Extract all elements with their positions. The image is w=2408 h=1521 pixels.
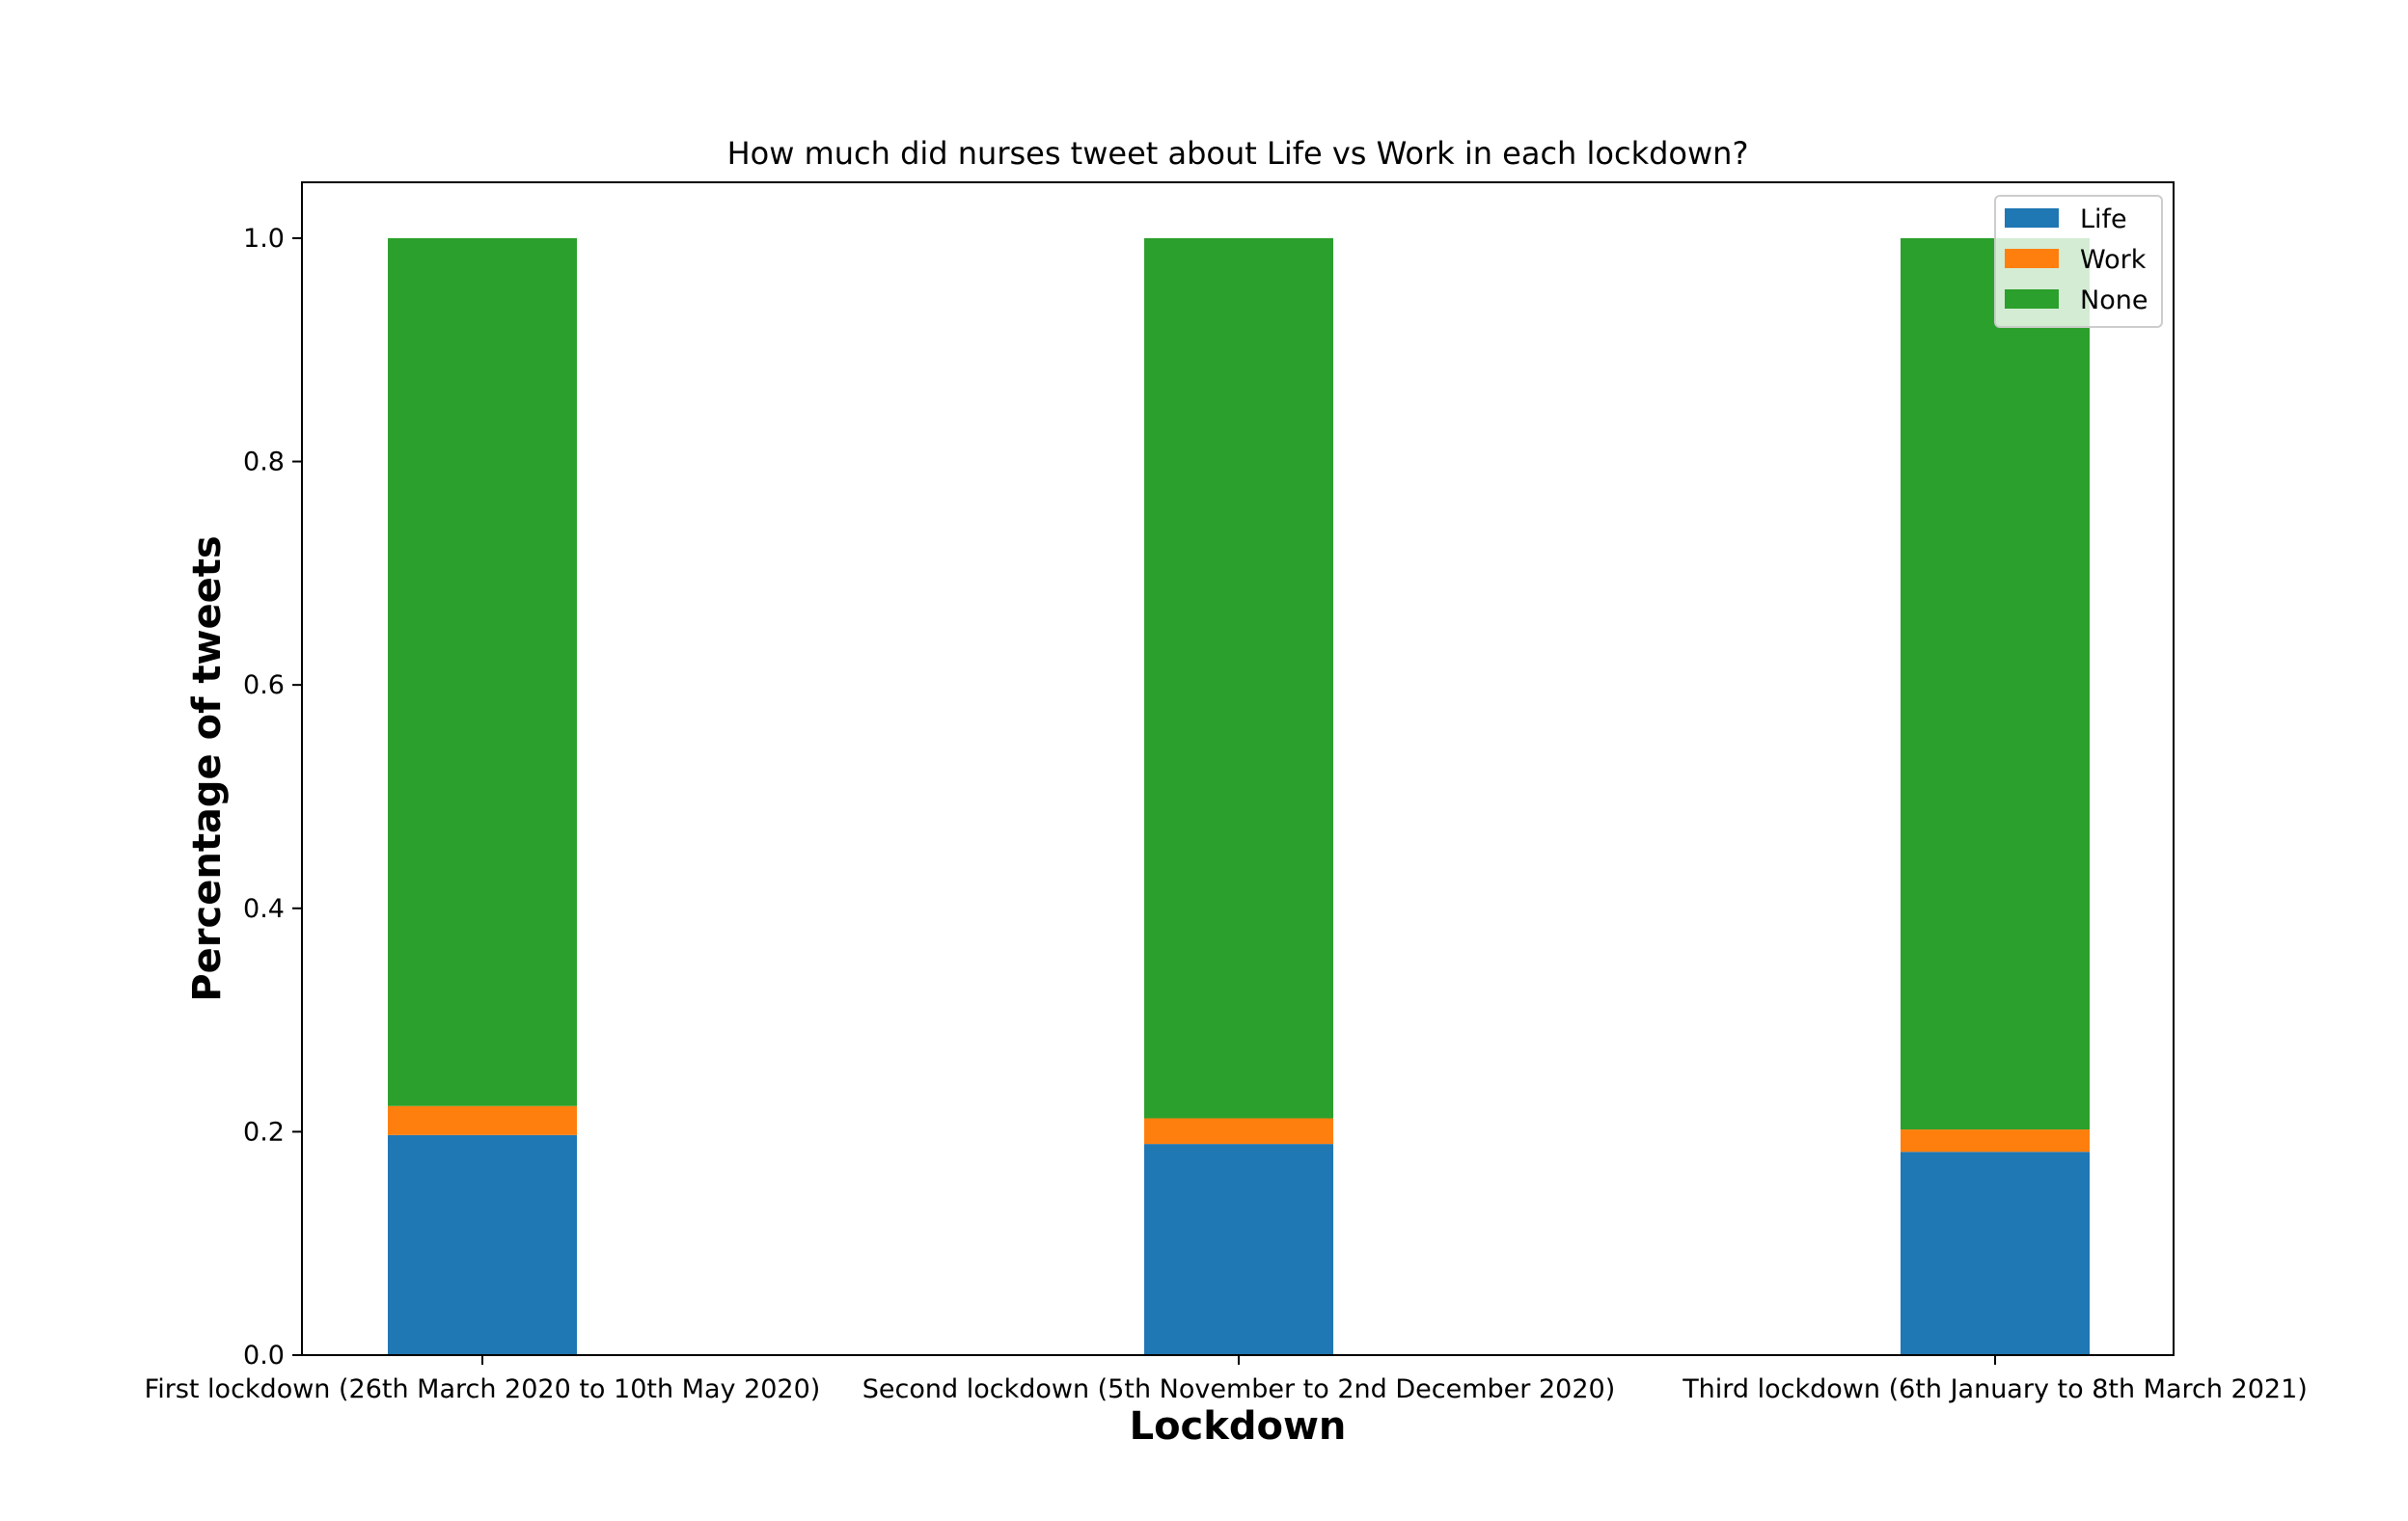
x-tick-label: Third lockdown (6th January to 8th March… [1682, 1374, 2308, 1404]
x-tick-label: Second lockdown (5th November to 2nd Dec… [862, 1374, 1615, 1404]
legend-label-none: None [2080, 285, 2148, 315]
y-axis-label: Percentage of tweets [185, 535, 230, 1001]
bar-work-3 [1901, 1129, 2090, 1153]
bar-none-1 [388, 237, 577, 1106]
bar-work-2 [1144, 1118, 1333, 1145]
chart-title: How much did nurses tweet about Life vs … [727, 135, 1749, 172]
legend-swatch-life [2005, 208, 2059, 228]
bar-none-3 [1901, 237, 2090, 1130]
bars-layer [388, 237, 2090, 1355]
y-tick-label: 0.0 [243, 1341, 285, 1371]
x-tick-label: First lockdown (26th March 2020 to 10th … [145, 1374, 821, 1404]
plot-frame [301, 181, 2175, 1356]
bar-life-1 [388, 1134, 577, 1355]
x-axis-label: Lockdown [1130, 1404, 1347, 1449]
legend-label-life: Life [2080, 204, 2127, 234]
y-tick-label: 1.0 [243, 224, 285, 254]
bar-none-2 [1144, 237, 1333, 1119]
y-tick-label: 0.6 [243, 670, 285, 700]
bar-work-1 [388, 1105, 577, 1135]
legend-swatch-work [2005, 249, 2059, 268]
legend-swatch-none [2005, 289, 2059, 309]
y-axis-ticks: 0.0 0.2 0.4 0.6 0.8 1.0 [243, 224, 302, 1371]
y-tick-label: 0.4 [243, 894, 285, 924]
bar-life-2 [1144, 1144, 1333, 1355]
y-tick-label: 0.8 [243, 448, 285, 477]
chart-legend: Life Work None [1994, 195, 2163, 328]
bar-life-3 [1901, 1152, 2090, 1355]
x-axis-ticks: First lockdown (26th March 2020 to 10th … [145, 1355, 2308, 1404]
y-tick-label: 0.2 [243, 1117, 285, 1147]
legend-label-work: Work [2080, 245, 2147, 275]
